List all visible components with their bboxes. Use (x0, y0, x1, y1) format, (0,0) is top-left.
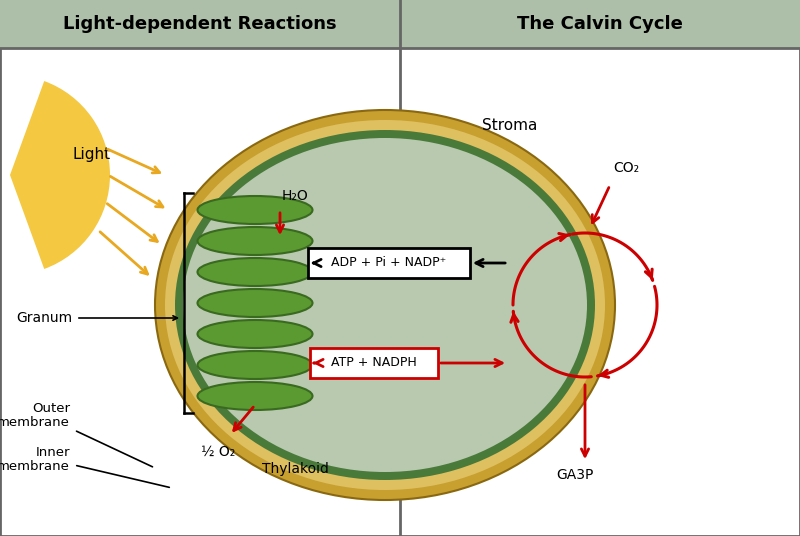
Ellipse shape (198, 382, 313, 410)
Ellipse shape (175, 130, 595, 480)
Text: Thylakoid: Thylakoid (262, 462, 329, 476)
Ellipse shape (198, 320, 313, 348)
Wedge shape (10, 81, 110, 269)
Text: GA3P: GA3P (556, 468, 594, 482)
Text: Light-dependent Reactions: Light-dependent Reactions (63, 15, 337, 33)
Text: ½ O₂: ½ O₂ (201, 445, 235, 459)
Ellipse shape (198, 196, 313, 224)
Ellipse shape (198, 258, 313, 286)
Bar (310, 348, 438, 378)
Text: Outer: Outer (32, 401, 70, 414)
Ellipse shape (198, 351, 313, 379)
Ellipse shape (198, 289, 313, 317)
Bar (0, 0, 800, 48)
Text: Stroma: Stroma (482, 117, 538, 132)
Text: The Calvin Cycle: The Calvin Cycle (517, 15, 683, 33)
Bar (308, 248, 470, 278)
Text: ADP + Pi + NADP⁺: ADP + Pi + NADP⁺ (331, 257, 446, 270)
Text: Light: Light (72, 147, 110, 162)
Ellipse shape (155, 110, 615, 500)
Text: Inner: Inner (35, 445, 70, 458)
Text: H₂O: H₂O (282, 189, 309, 203)
Text: ATP + NADPH: ATP + NADPH (331, 356, 417, 369)
Text: membrane: membrane (0, 415, 70, 428)
Ellipse shape (198, 227, 313, 255)
Ellipse shape (183, 138, 587, 472)
Text: CO₂: CO₂ (613, 161, 639, 175)
Text: Granum: Granum (16, 311, 72, 325)
Ellipse shape (165, 120, 605, 490)
Text: membrane: membrane (0, 459, 70, 473)
